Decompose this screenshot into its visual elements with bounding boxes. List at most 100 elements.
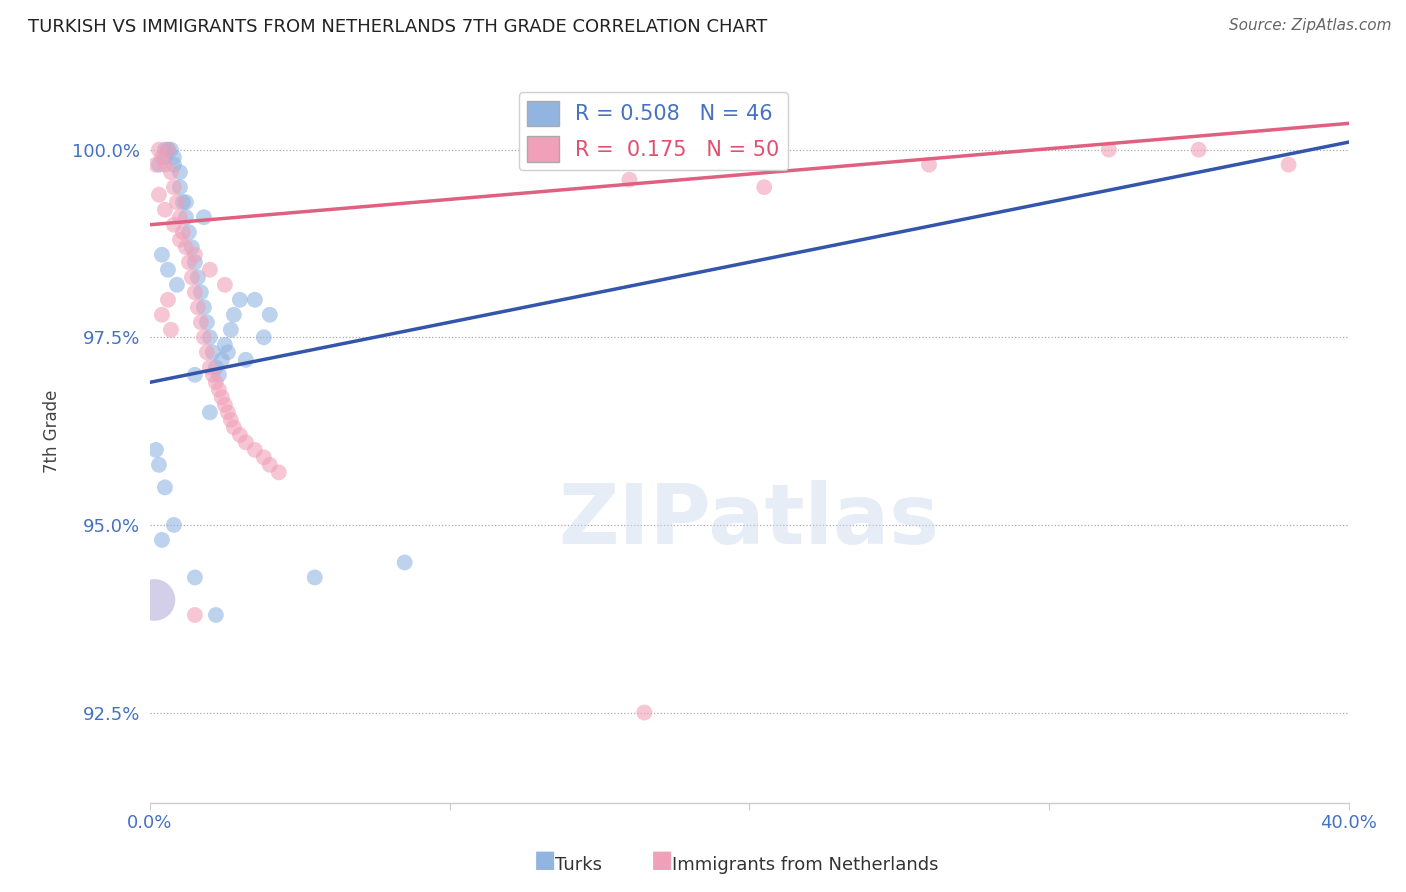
Point: [394, 556, 416, 570]
Point: [166, 195, 188, 210]
Point: [163, 150, 186, 164]
Point: [214, 277, 236, 292]
Point: [201, 345, 224, 359]
Point: [190, 285, 212, 300]
Point: [738, 143, 761, 157]
Point: [184, 607, 207, 622]
Point: [198, 262, 221, 277]
Point: [259, 308, 281, 322]
Point: [633, 706, 655, 720]
Point: [150, 150, 173, 164]
Point: [169, 233, 191, 247]
Point: [193, 300, 215, 314]
Point: [172, 225, 194, 239]
Text: ■: ■: [534, 848, 557, 872]
Point: [253, 450, 276, 465]
Point: [153, 158, 176, 172]
Point: [219, 413, 242, 427]
Point: [184, 285, 207, 300]
Point: [184, 368, 207, 382]
Point: [222, 308, 245, 322]
Text: Immigrants from Netherlands: Immigrants from Netherlands: [672, 856, 939, 874]
Point: [235, 435, 257, 450]
Point: [148, 458, 170, 472]
Point: [304, 570, 326, 584]
Point: [217, 405, 239, 419]
Point: [243, 442, 266, 457]
Point: [184, 255, 207, 269]
Point: [174, 195, 197, 210]
Point: [754, 180, 776, 194]
Point: [150, 533, 173, 547]
Point: [163, 517, 186, 532]
Point: [619, 172, 641, 186]
Point: [177, 225, 200, 239]
Point: [208, 383, 231, 397]
Point: [156, 143, 179, 157]
Legend: R = 0.508   N = 46, R =  0.175   N = 50: R = 0.508 N = 46, R = 0.175 N = 50: [519, 92, 787, 170]
Point: [918, 158, 941, 172]
Point: [174, 211, 197, 225]
Point: [156, 293, 179, 307]
Point: [219, 323, 242, 337]
Point: [198, 360, 221, 375]
Point: [235, 352, 257, 367]
Text: TURKISH VS IMMIGRANTS FROM NETHERLANDS 7TH GRADE CORRELATION CHART: TURKISH VS IMMIGRANTS FROM NETHERLANDS 7…: [28, 18, 768, 36]
Point: [153, 143, 176, 157]
Text: Turks: Turks: [555, 856, 602, 874]
Point: [174, 240, 197, 254]
Point: [214, 398, 236, 412]
Point: [184, 248, 207, 262]
Point: [195, 345, 218, 359]
Point: [198, 330, 221, 344]
Point: [160, 165, 183, 179]
Point: [198, 405, 221, 419]
Point: [208, 368, 231, 382]
Point: [253, 330, 276, 344]
Point: [1188, 143, 1211, 157]
Point: [180, 270, 202, 285]
Point: [153, 202, 176, 217]
Point: [143, 593, 166, 607]
Point: [211, 390, 233, 404]
Point: [177, 255, 200, 269]
Text: Source: ZipAtlas.com: Source: ZipAtlas.com: [1229, 18, 1392, 33]
Point: [217, 345, 239, 359]
Point: [187, 300, 209, 314]
Point: [222, 420, 245, 434]
Point: [150, 308, 173, 322]
Point: [169, 165, 191, 179]
Point: [148, 158, 170, 172]
Point: [193, 211, 215, 225]
Point: [211, 352, 233, 367]
Point: [259, 458, 281, 472]
Text: ■: ■: [651, 848, 673, 872]
Y-axis label: 7th Grade: 7th Grade: [44, 390, 60, 473]
Point: [1098, 143, 1121, 157]
Point: [1277, 158, 1299, 172]
Point: [214, 338, 236, 352]
Point: [148, 187, 170, 202]
Point: [195, 315, 218, 329]
Point: [187, 270, 209, 285]
Point: [163, 218, 186, 232]
Point: [166, 277, 188, 292]
Point: [184, 570, 207, 584]
Point: [150, 248, 173, 262]
Point: [156, 143, 179, 157]
Point: [190, 315, 212, 329]
Point: [180, 240, 202, 254]
Point: [148, 143, 170, 157]
Point: [229, 293, 252, 307]
Point: [205, 360, 228, 375]
Point: [205, 607, 228, 622]
Point: [160, 143, 183, 157]
Point: [160, 323, 183, 337]
Text: ZIPatlas: ZIPatlas: [558, 480, 939, 561]
Point: [163, 158, 186, 172]
Point: [169, 180, 191, 194]
Point: [156, 262, 179, 277]
Point: [145, 442, 167, 457]
Point: [201, 368, 224, 382]
Point: [153, 480, 176, 494]
